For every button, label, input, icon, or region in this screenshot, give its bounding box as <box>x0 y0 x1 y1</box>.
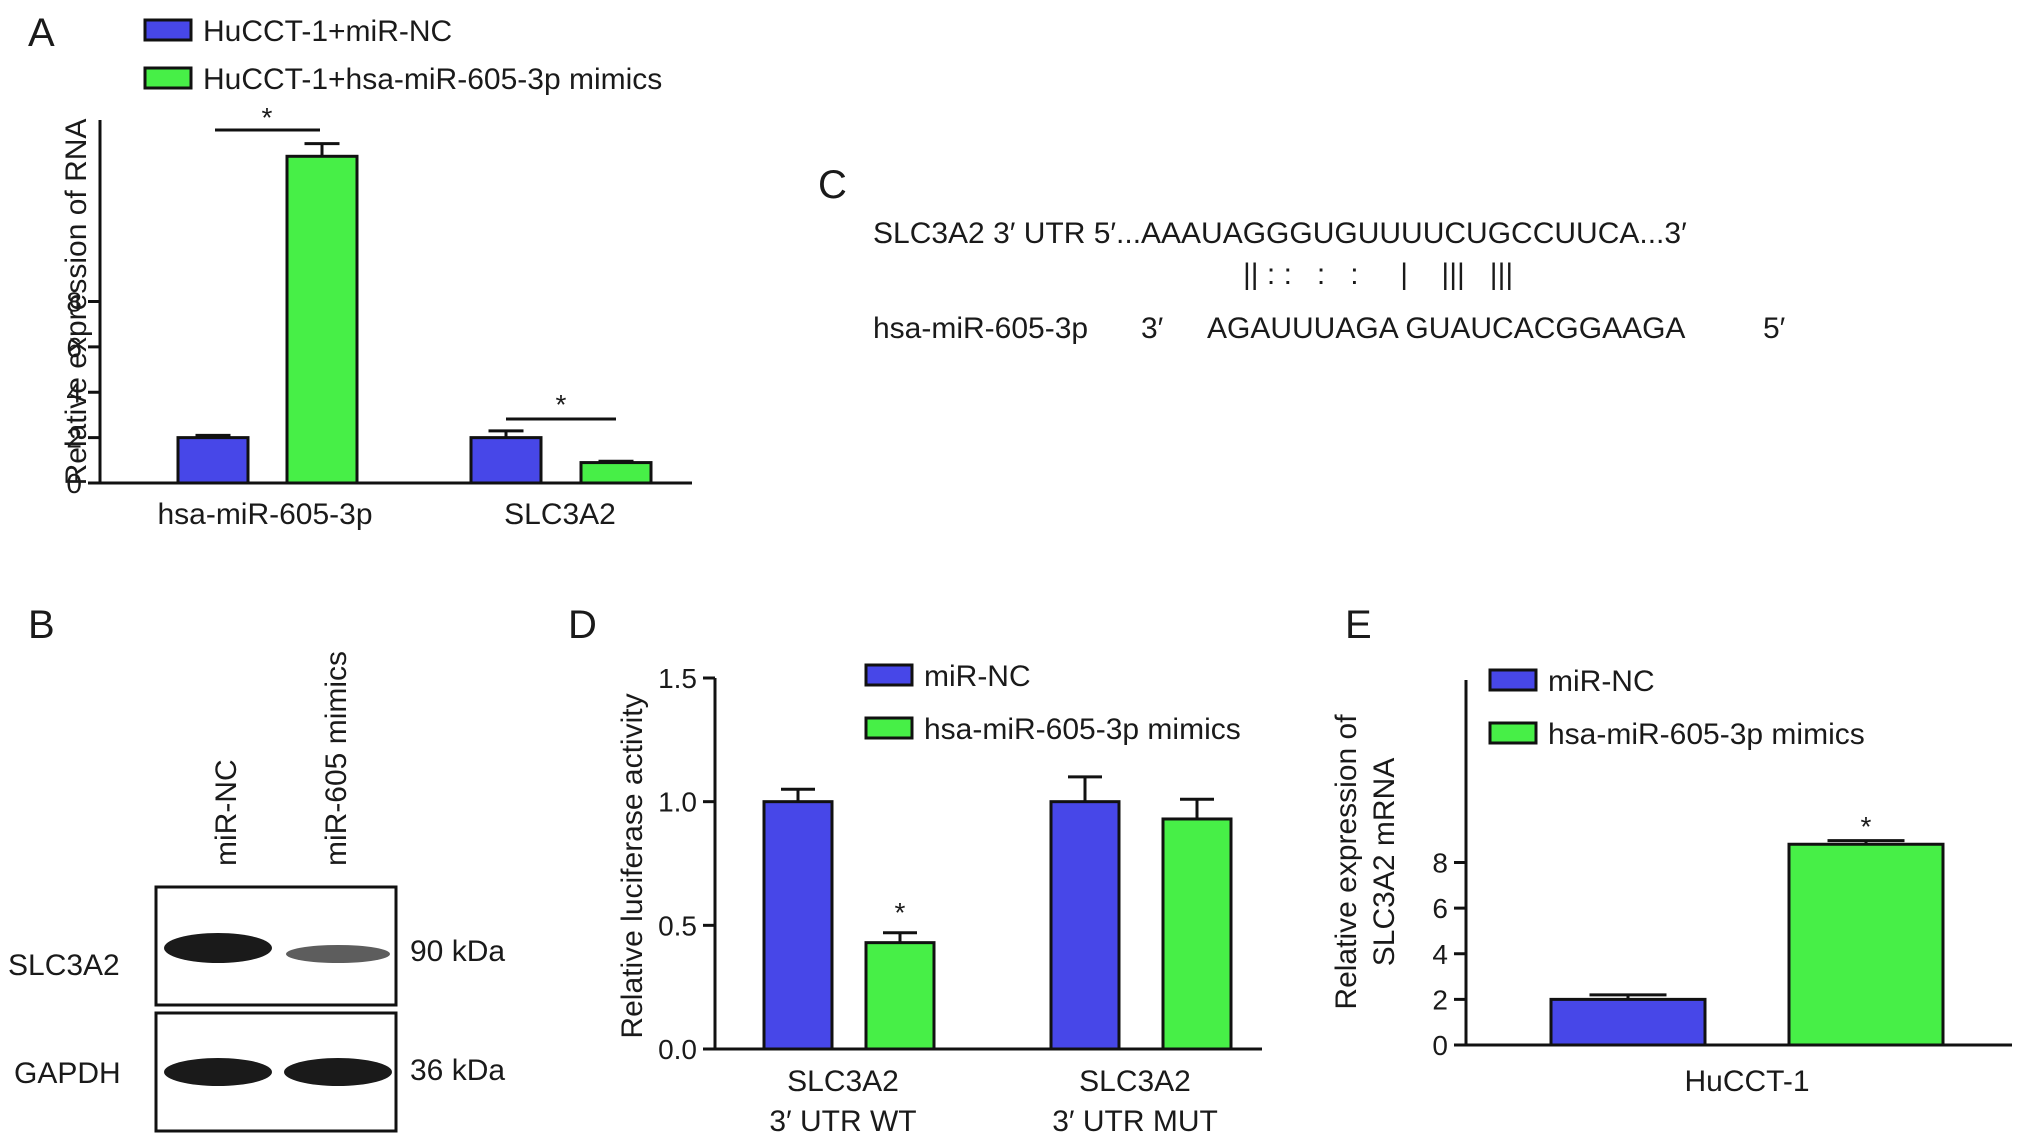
y-tick-label: 0 <box>1432 1030 1448 1061</box>
bar <box>1549 997 1707 1047</box>
bar <box>1787 842 1945 1047</box>
y-tick-label: 0 <box>66 468 82 499</box>
mirna-sequence: AGAUUUAGA GUAUCACGGAAGA <box>1207 312 1685 345</box>
y-tick-label: 1.5 <box>658 663 697 694</box>
blot-band-gapdh-mimics <box>284 1058 392 1086</box>
bar <box>176 436 250 485</box>
legend-label: HuCCT-1+hsa-miR-605-3p mimics <box>203 63 662 96</box>
x-tick-label: SLC3A2 <box>504 498 616 531</box>
legend-label: HuCCT-1+miR-NC <box>203 15 452 48</box>
y-tick-label: 0.5 <box>658 910 697 941</box>
y-tick-label: 8 <box>66 287 82 318</box>
blot-band-slc3a2-mimics <box>286 945 390 963</box>
significance-star: * <box>262 102 273 133</box>
panel-label-b: B <box>28 603 55 647</box>
sequence-alignment-panel: SLC3A2 3′ UTR 5′...AAAUAGGGUGUUUUCUGCCUU… <box>873 217 1786 345</box>
bar <box>1161 817 1233 1051</box>
chart-d: 0.0 0.5 1.0 1.5 Relative luciferase activity… <box>616 660 1262 1138</box>
legend-label: hsa-miR-605-3p mimics <box>1548 718 1865 751</box>
western-blot-panel: miR-NC miR-605 mimics SLC3A2 GAPDH 90 kD… <box>8 651 505 1133</box>
y-tick-label: 4 <box>1432 939 1448 970</box>
x-tick-label: SLC3A2 <box>1079 1065 1191 1098</box>
bar <box>762 800 834 1051</box>
y-tick-label: 4 <box>66 377 82 408</box>
legend-swatch <box>864 716 914 740</box>
bar <box>1049 800 1121 1051</box>
panel-label-d: D <box>568 603 597 647</box>
legend-swatch <box>1488 668 1538 692</box>
lane-label-1: miR-NC <box>210 759 243 866</box>
panel-label-c: C <box>818 163 847 207</box>
lane-label-2: miR-605 mimics <box>320 651 353 866</box>
y-axis-label: Relative expression of RNA <box>60 119 93 486</box>
blot-band-gapdh-mirnc <box>164 1058 272 1086</box>
blot-size-90kda: 90 kDa <box>410 935 505 968</box>
panel-label-e: E <box>1345 603 1372 647</box>
x-tick-label: 3′ UTR MUT <box>1052 1105 1218 1138</box>
bar <box>469 436 543 485</box>
blot-row-label-slc3a2: SLC3A2 <box>8 949 120 982</box>
x-tick-label: HuCCT-1 <box>1684 1065 1809 1098</box>
panel-label-a: A <box>28 11 55 55</box>
y-axis-label: Relative expression of <box>1330 714 1363 1010</box>
legend-label: miR-NC <box>1548 665 1655 698</box>
legend-swatch <box>143 66 193 90</box>
y-axis-label: Relative luciferase activity <box>616 693 649 1038</box>
mirna-3prime: 3′ <box>1141 312 1164 345</box>
legend-swatch <box>1488 721 1538 745</box>
mirna-5prime: 5′ <box>1763 312 1786 345</box>
legend-label: hsa-miR-605-3p mimics <box>924 713 1241 746</box>
x-tick-label: hsa-miR-605-3p <box>157 498 372 531</box>
y-tick-label: 8 <box>1432 848 1448 879</box>
legend-label: miR-NC <box>924 660 1031 693</box>
y-tick-label: 6 <box>66 332 82 363</box>
blot-row-label-gapdh: GAPDH <box>14 1057 121 1090</box>
x-tick-label: 3′ UTR WT <box>769 1105 916 1138</box>
y-tick-label: 2 <box>66 423 82 454</box>
y-axis-label: SLC3A2 mRNA <box>1368 758 1401 966</box>
y-tick-label: 2 <box>1432 984 1448 1015</box>
mirna-name: hsa-miR-605-3p <box>873 312 1088 345</box>
base-pairing-marks: || : : : : | ||| ||| <box>1243 258 1513 291</box>
y-tick-label: 6 <box>1432 893 1448 924</box>
significance-star: * <box>556 389 567 420</box>
legend-swatch <box>143 18 193 42</box>
significance-star: * <box>1861 811 1872 842</box>
blot-band-slc3a2-mirnc <box>164 933 272 963</box>
bar <box>864 941 936 1051</box>
target-utr-sequence: SLC3A2 3′ UTR 5′...AAAUAGGGUGUUUUCUGCCUU… <box>873 217 1687 250</box>
x-tick-label: SLC3A2 <box>787 1065 899 1098</box>
bar <box>579 461 653 485</box>
legend-swatch <box>864 663 914 687</box>
chart-e: 0 2 4 6 8 Relative expression of SLC3A2 mRNA Hu… <box>1330 665 2012 1098</box>
blot-size-36kda: 36 kDa <box>410 1054 505 1087</box>
y-tick-label: 0.0 <box>658 1034 697 1065</box>
y-tick-label: 1.0 <box>658 787 697 818</box>
bar <box>285 154 359 485</box>
significance-star: * <box>895 897 906 928</box>
